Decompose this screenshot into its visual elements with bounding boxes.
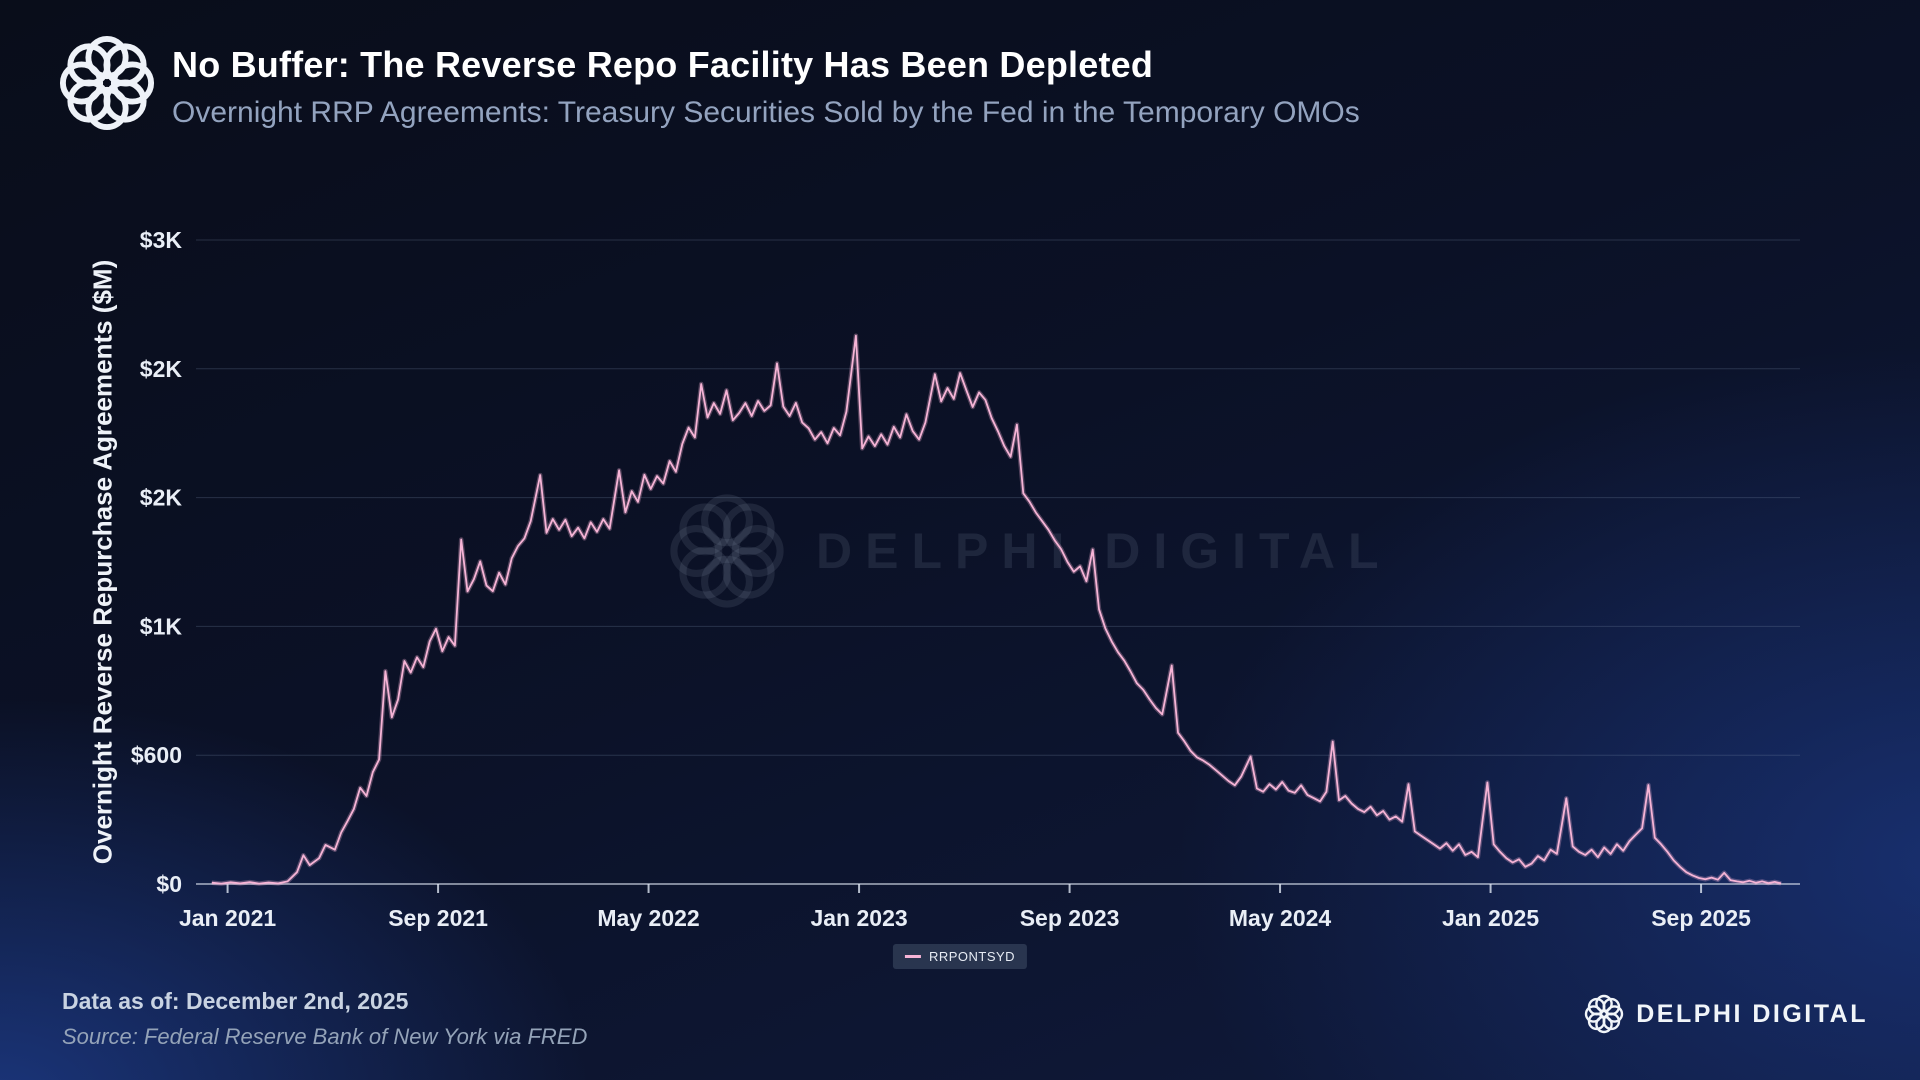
series-line-glow: [211, 333, 1782, 886]
page-subtitle: Overnight RRP Agreements: Treasury Secur…: [172, 96, 1360, 129]
chart-legend: RRPONTSYD: [892, 944, 1028, 969]
y-tick-label: $0: [156, 871, 182, 897]
x-tick-label: Sep 2021: [388, 905, 488, 931]
footer-brand: DELPHI DIGITAL: [1584, 994, 1868, 1034]
legend-series-label: RRPONTSYD: [928, 949, 1016, 964]
x-tick-label: Jan 2021: [179, 905, 276, 931]
page-title: No Buffer: The Reverse Repo Facility Has…: [172, 44, 1154, 85]
x-tick-label: May 2022: [597, 905, 699, 931]
y-tick-label: $3K: [140, 227, 183, 253]
footer-left: Data as of: December 2nd, 2025 Source: F…: [62, 988, 587, 1050]
y-tick-label: $600: [131, 742, 182, 768]
x-tick-label: May 2024: [1229, 905, 1332, 931]
x-tick-label: Sep 2023: [1020, 905, 1120, 931]
y-tick-label: $2K: [140, 356, 183, 382]
brand-wordmark: DELPHI DIGITAL: [1636, 999, 1868, 1028]
legend-line-swatch: [904, 955, 921, 958]
series-line: [211, 334, 1782, 885]
x-tick-label: Jan 2023: [810, 905, 907, 931]
x-tick-label: Sep 2025: [1651, 905, 1751, 931]
source-text: Source: Federal Reserve Bank of New York…: [62, 1024, 588, 1049]
data-as-of-text: Data as of: December 2nd, 2025: [62, 988, 409, 1014]
x-tick-label: Jan 2025: [1442, 905, 1539, 931]
y-tick-label: $2K: [140, 485, 183, 511]
header: No Buffer: The Reverse Repo Facility Has…: [172, 44, 1360, 130]
delphi-footer-logo-icon: [1584, 994, 1624, 1034]
y-tick-label: $1K: [140, 613, 183, 639]
